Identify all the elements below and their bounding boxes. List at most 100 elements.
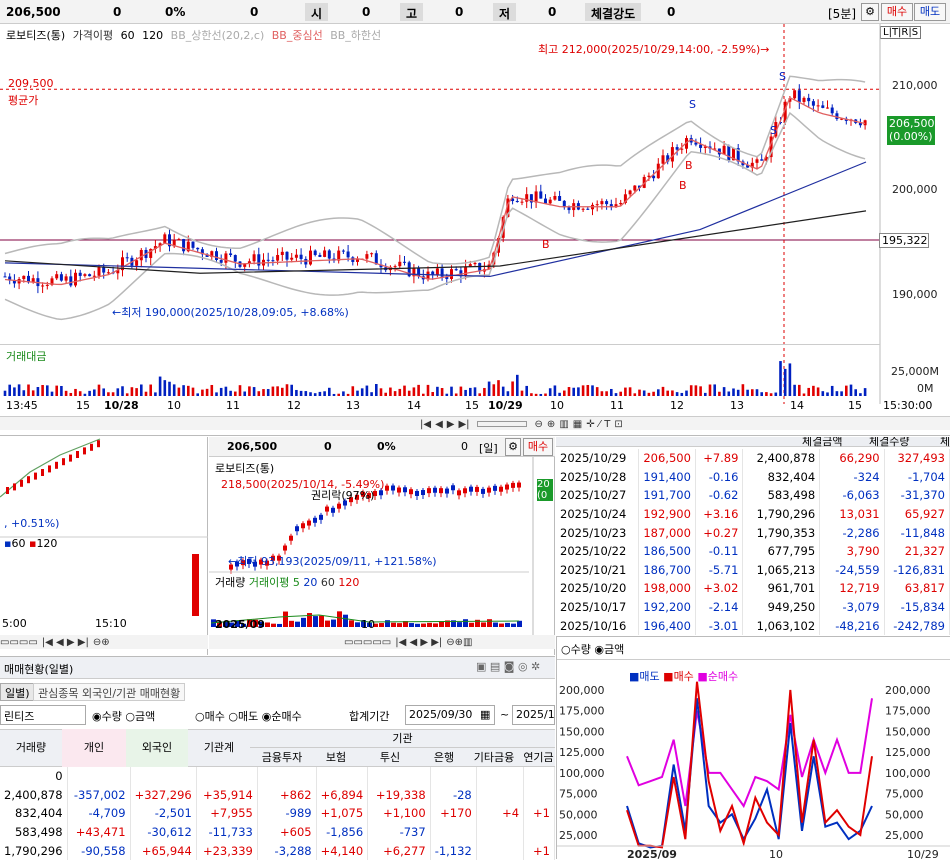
radio-buy-icon[interactable]: ○ xyxy=(195,710,205,723)
qty-cell: -11,848 xyxy=(884,523,950,542)
daily-candle-body xyxy=(403,487,407,493)
daily-change: 0 xyxy=(324,440,332,453)
last-icon[interactable]: ▶| xyxy=(458,419,470,430)
x-axis: 13:45 15 10/28 10 11 12 13 14 15 10/29 10 11 12 13 14 1… xyxy=(0,399,950,413)
volume-bar xyxy=(473,387,477,396)
candle-body xyxy=(64,276,68,281)
daily-gear-icon[interactable]: ⚙ xyxy=(505,438,521,456)
candle-body xyxy=(614,204,618,208)
radio-sell-icon[interactable]: ○ xyxy=(228,710,238,723)
table-row[interactable]: 2025/10/22 186,500 -0.11 677,795 3,790 21,327 xyxy=(556,541,950,561)
tab-watchlist[interactable]: 관심종목 외국인/기관 매매현황 xyxy=(33,683,186,701)
daily-volume-bar xyxy=(241,623,246,627)
radio-net-icon[interactable]: ◉ xyxy=(261,710,272,723)
table-row[interactable]: 2025/10/24 192,900 +3.16 1,790,296 13,031 65,… xyxy=(556,504,950,524)
daily-slider[interactable]: ▭▭▭▭▭ xyxy=(344,637,392,648)
axis-tick-210000: 210,000 xyxy=(892,79,938,92)
sell-button[interactable]: 매도 xyxy=(914,3,946,21)
mini-toolbar[interactable]: ▭▭▭▭ |◀ ◀ ▶ ▶| ⊖⊕ xyxy=(0,635,208,649)
table-row[interactable]: 2025/10/16 196,400 -3.01 1,063,102 -48,216 -2… xyxy=(556,616,950,635)
investor-cell: +1 xyxy=(523,804,555,823)
daily-price-tag: 20 (0 xyxy=(537,479,553,501)
date-to-input[interactable]: 2025/1 xyxy=(512,705,555,725)
table-row[interactable]: 2025/10/27 191,700 -0.62 583,498 -6,063 -31,3… xyxy=(556,486,950,505)
mini-slider[interactable]: ▭▭▭▭ xyxy=(0,637,38,648)
mini-candle xyxy=(97,440,100,448)
crosshair-icon[interactable]: ✛ xyxy=(586,419,595,430)
text-icon[interactable]: T xyxy=(604,419,611,430)
daily-zoom-icon[interactable]: ⊖⊕▥ xyxy=(446,637,473,648)
grid-icon[interactable]: ▦ xyxy=(572,419,583,430)
candle-body xyxy=(102,266,106,273)
mini-nav-icon[interactable]: |◀ ◀ ▶ ▶| xyxy=(41,637,89,648)
change-cell: -5.71 xyxy=(695,560,744,580)
flow-radio[interactable]: ○수량 ◉금액 xyxy=(561,641,624,657)
stock-input[interactable]: 린티즈 xyxy=(0,705,86,725)
next-icon[interactable]: ▶ xyxy=(446,419,455,430)
chart-scroll-toolbar[interactable]: |◀ ◀ ▶ ▶| ⊖ ⊕ ▥ ▦ ✛ ⁄ T ⊡ xyxy=(0,416,950,430)
table-row[interactable]: 1,790,296 -90,558 +65,944 +23,339 -3,288 +4,1… xyxy=(0,841,555,860)
zoom-in-icon[interactable]: ⊕ xyxy=(546,419,556,430)
table-row[interactable]: 832,404 -4,709 -2,501 +7,955 -989 +1,075 +1,10… xyxy=(0,804,555,823)
zoom-out-icon[interactable]: ⊖ xyxy=(534,419,543,430)
table-row[interactable]: 0 xyxy=(0,767,555,786)
date-from-input[interactable]: 2025/09/30 xyxy=(405,705,495,725)
calendar-icon[interactable]: ▦ xyxy=(480,708,491,721)
flow-radio-amt-icon[interactable]: ◉ xyxy=(594,643,604,656)
tab-daily[interactable]: 일별) xyxy=(0,683,35,701)
investor-header-1: 개인 xyxy=(62,729,126,767)
investor-cell: 2,400,878 xyxy=(0,785,68,805)
chart-tools-label[interactable]: L|T|R|S xyxy=(880,26,922,39)
volume-bar xyxy=(309,392,312,396)
flow-radio-qty-icon[interactable]: ○ xyxy=(561,643,571,656)
volume-bar xyxy=(553,385,557,396)
mini-zoom-icon[interactable]: ⊖⊕ xyxy=(92,637,110,648)
table-row[interactable]: 2025/10/17 192,200 -2.14 949,250 -3,079 -15,8… xyxy=(556,597,950,617)
bar-icon[interactable]: ▥ xyxy=(559,419,569,430)
candle-body xyxy=(830,107,834,114)
daily-toolbar[interactable]: ▭▭▭▭▭ |◀ ◀ ▶ ▶| ⊖⊕▥ xyxy=(209,635,555,649)
scroll-slider[interactable] xyxy=(477,421,528,427)
line-icon[interactable]: ⁄ xyxy=(598,419,601,430)
legend-net-swatch: ■ xyxy=(697,670,708,683)
daily-volume-bar xyxy=(229,622,234,627)
window-icons[interactable]: ▣ ▤ ◙ ◎ ✲ xyxy=(476,660,541,673)
candle-body xyxy=(266,259,270,261)
table-row[interactable]: 2025/10/23 187,000 +0.27 1,790,353 -2,286 -11… xyxy=(556,523,950,542)
buy-button[interactable]: 매수 xyxy=(881,3,913,21)
daily-buy-button[interactable]: 매수 xyxy=(523,438,553,456)
candle-body xyxy=(440,268,444,277)
current-price: 206,500 xyxy=(889,117,935,130)
investor-cell: +4 xyxy=(476,804,525,823)
candle-body xyxy=(153,246,157,249)
daily-nav-icon[interactable]: |◀ ◀ ▶ ▶| xyxy=(395,637,443,648)
candle-body xyxy=(327,250,331,259)
first-icon[interactable]: |◀ xyxy=(420,419,432,430)
radio-qty-icon[interactable]: ◉ xyxy=(92,710,102,723)
table-row[interactable]: 2,400,878 -357,002 +327,296 +35,914 +862 +6,8… xyxy=(0,785,555,805)
table-row[interactable]: 583,498 +43,471 -30,612 -11,733 +605 -1,856 -7… xyxy=(0,822,555,842)
ruler-icon[interactable]: ⊡ xyxy=(614,419,623,430)
volume-bar xyxy=(365,385,369,396)
radio-group-type[interactable]: ○매수 ○매도 ◉순매수 xyxy=(195,708,302,724)
volume-bar xyxy=(417,384,420,396)
volume-bar xyxy=(840,391,843,396)
volume-bar xyxy=(323,391,326,396)
table-row[interactable]: 2025/10/20 198,000 +3.02 961,701 12,719 63,81… xyxy=(556,579,950,598)
prev-icon[interactable]: ◀ xyxy=(435,419,443,430)
date-cell: 2025/10/27 xyxy=(556,486,640,505)
table-row[interactable]: 2025/10/21 186,700 -5.71 1,065,213 -24,559 -1… xyxy=(556,560,950,580)
table-row[interactable]: 2025/10/29 206,500 +7.89 2,400,878 66,290 327… xyxy=(556,449,950,468)
volume-bar xyxy=(412,387,416,396)
radio-group-unit[interactable]: ◉수량 ○금액 xyxy=(92,708,155,724)
mini-candle xyxy=(69,454,72,462)
volume-bar xyxy=(450,386,453,396)
period-selector[interactable]: [5분] xyxy=(828,7,857,21)
radio-amt-icon[interactable]: ○ xyxy=(125,710,135,723)
candle-body xyxy=(41,285,45,287)
daily-period[interactable]: [일] xyxy=(479,442,498,455)
daily-candle-body xyxy=(511,482,515,488)
gear-icon[interactable]: ⚙ xyxy=(861,3,879,21)
table-row[interactable]: 2025/10/28 191,400 -0.16 832,404 -324 -1,704 xyxy=(556,467,950,487)
candle-body xyxy=(271,260,275,262)
